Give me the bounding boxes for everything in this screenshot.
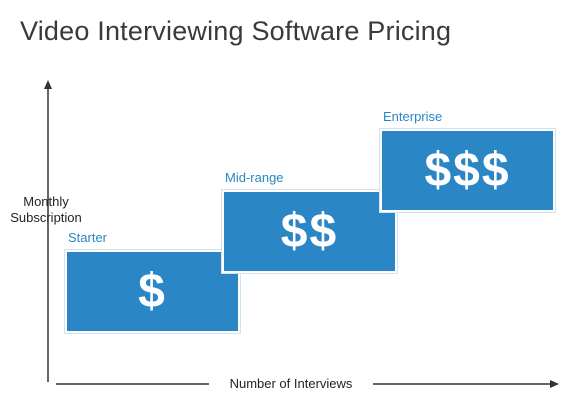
y-axis-label: Monthly Subscription [4,194,88,226]
tier-box-mid-range: $$ [222,190,397,273]
x-axis-arrow-icon [550,380,559,388]
tier-label-starter: Starter [68,230,108,245]
y-axis-label-line1: Monthly [23,194,69,209]
y-axis-arrow-icon [44,80,52,89]
tier-box-enterprise: $$$ [380,129,555,212]
tier-label-enterprise: Enterprise [383,109,443,124]
page-title: Video Interviewing Software Pricing [20,16,452,46]
tier-label-mid-range: Mid-range [225,170,284,185]
y-axis-label-line2: Subscription [10,210,82,225]
tier-box-starter: $ [65,250,240,333]
x-axis-label: Number of Interviews [209,376,373,391]
